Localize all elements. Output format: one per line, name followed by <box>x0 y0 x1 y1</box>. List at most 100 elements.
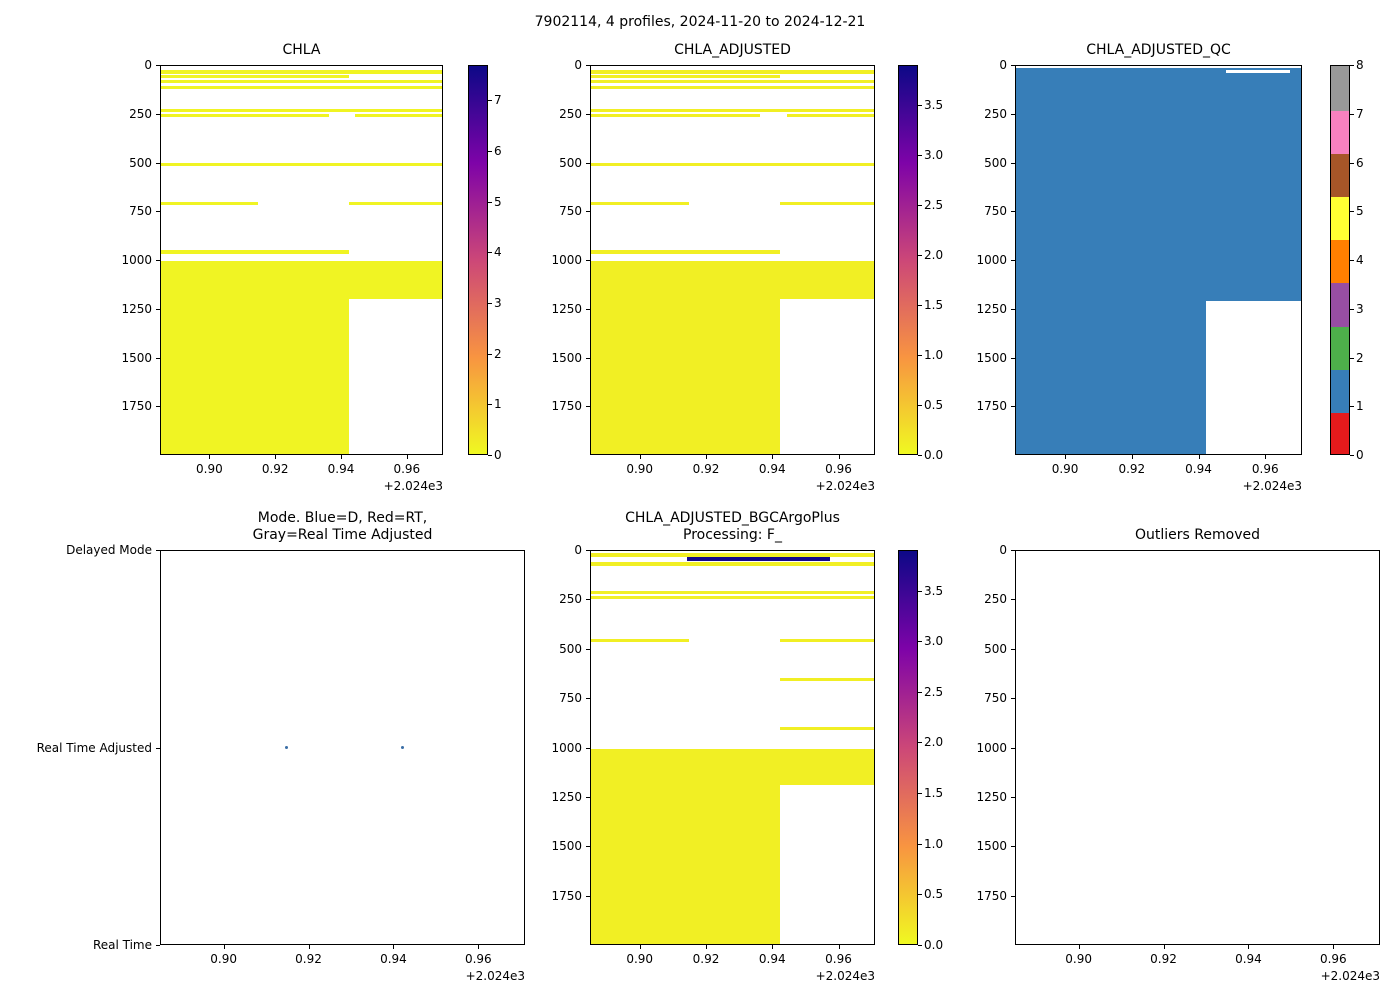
colorbar-tick-label: 5 <box>494 194 502 209</box>
heatmap-region <box>161 108 442 112</box>
y-tick-mark <box>156 308 160 310</box>
x-tick-label: 0.92 <box>1118 462 1146 476</box>
y-tick-mark <box>586 65 590 66</box>
colorbar-tick-mark <box>918 355 922 356</box>
y-tick-mark <box>586 113 590 115</box>
y-tick-label: 1750 <box>551 399 582 414</box>
y-tick-label: 250 <box>984 106 1007 121</box>
x-tick-mark <box>209 455 211 459</box>
x-tick-label: 0.94 <box>758 462 786 476</box>
x-tick-mark <box>393 945 395 949</box>
panel-chla-plot <box>160 65 443 455</box>
colorbar-tick-label: 2 <box>1356 350 1364 365</box>
y-tick-label: 500 <box>984 641 1007 656</box>
x-tick-mark <box>275 455 277 459</box>
scatter-point <box>284 746 288 749</box>
x-tick-mark <box>705 945 707 949</box>
x-tick-mark <box>838 945 840 949</box>
y-tick-mark <box>156 162 160 164</box>
y-tick-mark <box>1011 747 1015 749</box>
colorbar-tick-label: 6 <box>1356 155 1364 170</box>
y-tick-mark <box>586 406 590 408</box>
colorbar-tick-mark <box>1350 406 1354 408</box>
y-tick-mark <box>1011 550 1015 551</box>
x-tick-mark <box>1248 945 1250 949</box>
heatmap-region <box>591 75 780 79</box>
y-tick-label: 0 <box>144 58 152 72</box>
colorbar-tick-mark <box>488 252 492 254</box>
colorbar-tick-label: 1.0 <box>924 348 944 362</box>
x-tick-label: 0.92 <box>692 952 720 966</box>
heatmap-region <box>591 163 874 167</box>
x-tick-mark <box>406 455 408 459</box>
colorbar-tick-mark <box>488 303 492 305</box>
heatmap-region <box>591 553 874 557</box>
colorbar-tick-mark <box>1350 308 1354 310</box>
x-tick-mark <box>1333 945 1335 949</box>
y-tick-label: 1750 <box>551 888 582 903</box>
figure-suptitle: 7902114, 4 profiles, 2024-11-20 to 2024-… <box>534 14 866 30</box>
x-tick-label: 0.92 <box>295 952 322 966</box>
heatmap-region <box>591 748 780 944</box>
colorbar-segment <box>1331 410 1349 454</box>
heatmap-region <box>591 113 760 117</box>
y-tick-mark <box>156 357 160 359</box>
y-tick-mark <box>156 113 160 115</box>
heatmap-region <box>161 261 349 454</box>
panel-chla-adjusted-qc-colorbar <box>1330 65 1350 455</box>
x-tick-mark <box>1131 455 1133 459</box>
x-tick-mark <box>1163 945 1165 949</box>
colorbar-tick-label: 0.5 <box>924 398 944 412</box>
panel-chla-adjusted-colorbar <box>898 65 918 455</box>
colorbar-segment <box>1331 367 1349 413</box>
y-tick-mark <box>1011 406 1015 408</box>
panel-outliers-removed-plot <box>1015 550 1380 945</box>
x-tick-label: 0.94 <box>380 952 407 966</box>
colorbar-tick-mark <box>488 100 492 102</box>
colorbar-tick-mark <box>1350 455 1354 456</box>
y-tick-mark <box>1011 211 1015 213</box>
x-axis-offset-label: +2.024e3 <box>465 969 525 983</box>
heatmap-region <box>779 678 874 682</box>
colorbar-tick-label: 3.0 <box>924 634 944 649</box>
colorbar-tick-label: 4 <box>494 245 502 260</box>
y-tick-mark <box>1011 357 1015 359</box>
colorbar-segment <box>1331 109 1349 155</box>
x-tick-label: 0.94 <box>327 462 355 476</box>
colorbar-tick-mark <box>488 404 492 406</box>
colorbar-tick-mark <box>488 353 492 355</box>
y-tick-label: 500 <box>129 155 152 170</box>
heatmap-region <box>591 201 689 205</box>
y-tick-label: 1500 <box>551 839 582 854</box>
colorbar-tick-label: 2 <box>494 346 502 361</box>
y-tick-label: 250 <box>984 592 1007 607</box>
y-tick-mark <box>156 747 160 749</box>
x-tick-label: 0.96 <box>1319 952 1347 966</box>
colorbar-tick-mark <box>1350 162 1354 164</box>
colorbar-tick-label: 3.0 <box>924 148 944 162</box>
y-tick-mark <box>1011 698 1015 700</box>
colorbar-tick-label: 4 <box>1356 253 1364 267</box>
y-tick-label: 0 <box>999 58 1007 72</box>
y-tick-mark <box>586 796 590 798</box>
y-tick-label: 750 <box>129 204 152 219</box>
colorbar-tick-label: 3 <box>1356 301 1364 316</box>
x-tick-mark <box>772 455 774 459</box>
colorbar-tick-label: 2.0 <box>924 248 944 262</box>
colorbar-tick-mark <box>1350 211 1354 213</box>
colorbar-tick-mark <box>918 155 922 156</box>
heatmap-region <box>591 108 874 112</box>
x-tick-label: 0.94 <box>758 952 786 966</box>
heatmap-region <box>1206 68 1301 301</box>
x-tick-label: 0.96 <box>825 952 852 966</box>
colorbar-tick-mark <box>918 843 922 845</box>
x-tick-label: 0.90 <box>626 952 654 966</box>
heatmap-region <box>591 70 874 74</box>
y-tick-label: 1500 <box>121 350 152 365</box>
panel-mode-plot <box>160 550 525 945</box>
panel-chla-adjusted-bgcargoplus-title: CHLA_ADJUSTED_BGCArgoPlus Processing: F_ <box>625 510 840 543</box>
colorbar-tick-mark <box>488 455 492 456</box>
colorbar-tick-label: 3.5 <box>924 98 944 112</box>
heatmap-region <box>355 113 442 117</box>
colorbar-tick-label: 1.5 <box>924 298 944 312</box>
